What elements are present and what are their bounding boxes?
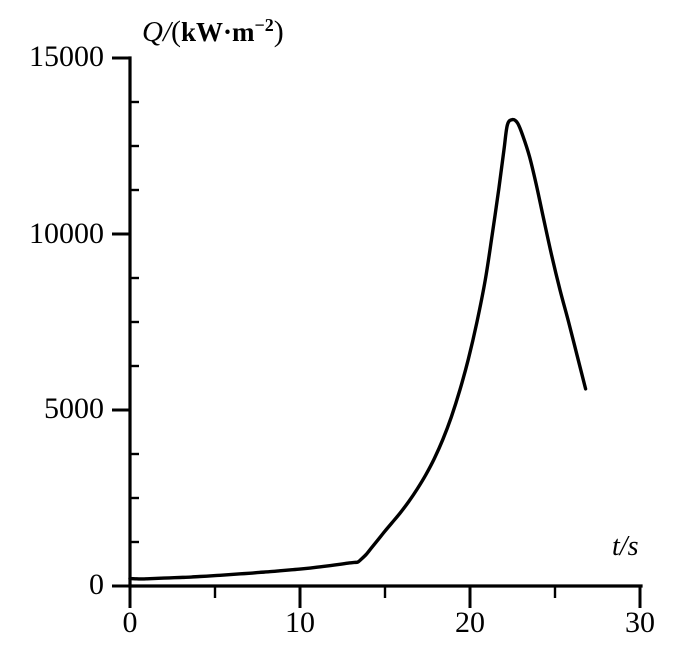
y-tick-label-10000: 10000 — [29, 217, 104, 250]
x-axis-unit: s — [627, 531, 639, 562]
y-tick-label-5000: 5000 — [44, 392, 104, 425]
x-minor-ticks — [213, 586, 557, 598]
x-major-ticks — [128, 586, 642, 608]
x-axis-symbol: t — [612, 531, 620, 562]
y-axis-symbol: Q — [142, 16, 163, 48]
y-tick-label-15000: 15000 — [29, 40, 104, 73]
y-axis-unit-open-paren: ( — [171, 15, 182, 48]
y-axis-label: Q/(kW·m−2) — [142, 16, 284, 47]
x-axis-label: t/s — [612, 533, 638, 561]
x-tick-label-30: 30 — [625, 606, 655, 639]
y-major-ticks — [112, 56, 130, 588]
y-axis-unit-close-paren: ) — [273, 15, 284, 48]
y-axis-unit: kW·m — [181, 17, 255, 47]
y-tick-label-0: 0 — [89, 568, 104, 601]
y-axis-unit-exponent: −2 — [254, 15, 274, 35]
x-axis-separator: / — [619, 531, 628, 562]
y-axis-separator: / — [162, 16, 172, 48]
x-tick-label-0: 0 — [122, 606, 138, 639]
x-tick-label-10: 10 — [285, 606, 315, 639]
data-series-line — [128, 117, 588, 581]
y-minor-ticks — [130, 100, 139, 544]
x-tick-label-20: 20 — [455, 606, 485, 639]
